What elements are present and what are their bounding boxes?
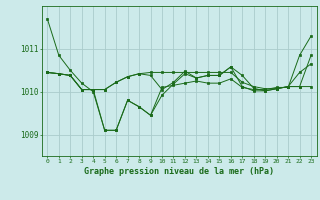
X-axis label: Graphe pression niveau de la mer (hPa): Graphe pression niveau de la mer (hPa) bbox=[84, 167, 274, 176]
